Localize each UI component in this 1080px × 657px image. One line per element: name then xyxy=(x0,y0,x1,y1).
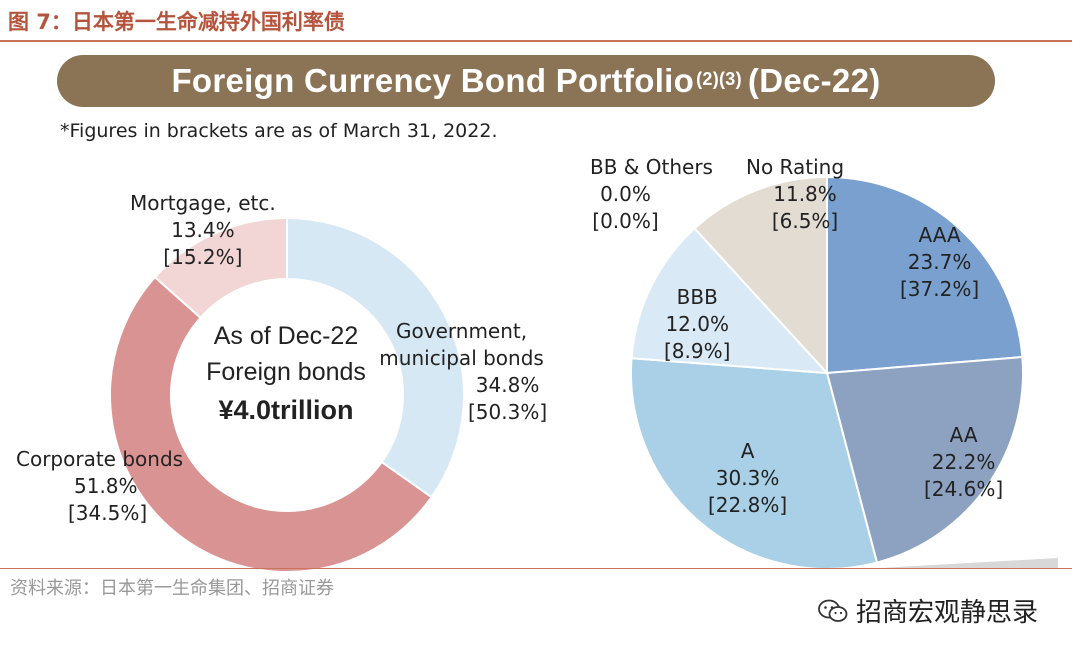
slice-value: 22.2% xyxy=(931,450,996,474)
pie-label-aa: AA 22.2% [24.6%] xyxy=(924,422,1003,503)
brackets-note: *Figures in brackets are as of March 31,… xyxy=(60,120,498,142)
donut-slice-1 xyxy=(109,275,433,573)
slice-value: 51.8% xyxy=(74,474,138,498)
slice-prior-value: [50.3%] xyxy=(468,400,548,424)
donut-center-label: Foreign bonds xyxy=(206,358,366,387)
donut-center-total: ¥4.0trillion xyxy=(218,394,354,425)
donut-label-government: Government, municipal bonds 34.8% [50.3%… xyxy=(379,318,548,426)
slice-prior-value: [8.9%] xyxy=(664,339,731,363)
slice-label: A xyxy=(740,439,755,463)
pie-slice-0 xyxy=(826,175,1024,375)
source-note: 资料来源：日本第一生命集团、招商证券 xyxy=(10,578,334,599)
slice-value: 23.7% xyxy=(907,250,972,274)
slice-label-line2: municipal bonds xyxy=(379,346,544,370)
pie-label-aaa: AAA 23.7% [37.2%] xyxy=(900,222,979,303)
figure-title: 图 7：日本第一生命减持外国利率债 xyxy=(8,10,345,34)
slice-value: 11.8% xyxy=(773,182,837,206)
slice-value: 34.8% xyxy=(475,373,540,397)
slice-label: Corporate bonds xyxy=(16,447,184,471)
slice-prior-value: [0.0%] xyxy=(592,209,659,233)
slice-prior-value: [24.6%] xyxy=(924,477,1004,501)
donut-chart xyxy=(109,216,465,573)
slice-value: 12.0% xyxy=(665,312,729,336)
slice-label: No Rating xyxy=(746,155,845,179)
slice-label: Mortgage, etc. xyxy=(130,191,276,215)
slice-prior-value: [22.8%] xyxy=(708,493,788,517)
pie-chart xyxy=(630,175,1024,570)
pie-label-bb-others: BB & Others 0.0% [0.0%] xyxy=(590,154,713,235)
slice-label: BB & Others xyxy=(590,155,713,179)
pie-label-a: A 30.3% [22.8%] xyxy=(708,438,787,519)
donut-label-corporate: Corporate bonds 51.8% [34.5%] xyxy=(16,446,183,527)
watermark-text: 招商宏观静思录 xyxy=(856,598,1039,628)
slice-prior-value: [34.5%] xyxy=(68,501,148,525)
donut-slice-2 xyxy=(153,216,288,320)
pie-label-no-rating: No Rating 11.8% [6.5%] xyxy=(746,154,844,235)
bottom-rule xyxy=(0,568,1072,569)
slice-prior-value: [15.2%] xyxy=(163,245,243,269)
slice-label: Government, xyxy=(396,319,528,343)
banner-period: (Dec-22) xyxy=(747,62,881,99)
banner: Foreign Currency Bond Portfolio (2)(3) (… xyxy=(57,55,995,107)
slice-value: 13.4% xyxy=(171,218,235,242)
donut-center-date: As of Dec-22 xyxy=(213,322,359,350)
pie-slice-1 xyxy=(825,355,1024,564)
pie-label-bbb: BBB 12.0% [8.9%] xyxy=(664,284,730,365)
watermark: 招商宏观静思录 xyxy=(818,592,1038,629)
pie-slice-3 xyxy=(630,227,830,375)
pie-shadow xyxy=(880,558,1058,568)
slice-prior-value: [6.5%] xyxy=(771,209,839,233)
banner-title: Foreign Currency Bond Portfolio xyxy=(171,62,695,99)
slice-value: 0.0% xyxy=(600,182,651,206)
donut-center: As of Dec-22 Foreign bonds ¥4.0trillion xyxy=(180,318,392,430)
pie-slice-5 xyxy=(693,175,828,376)
donut-label-mortgage: Mortgage, etc. 13.4% [15.2%] xyxy=(130,190,276,271)
slice-label: AAA xyxy=(918,223,961,247)
slice-label: AA xyxy=(949,423,978,447)
wechat-icon xyxy=(818,599,848,622)
slice-value: 30.3% xyxy=(715,466,780,490)
slice-prior-value: [37.2%] xyxy=(900,277,980,301)
donut-slice-0 xyxy=(286,216,465,499)
slice-label: BBB xyxy=(676,285,718,309)
top-rule xyxy=(0,40,1072,42)
banner-superscript: (2)(3) xyxy=(696,68,742,89)
